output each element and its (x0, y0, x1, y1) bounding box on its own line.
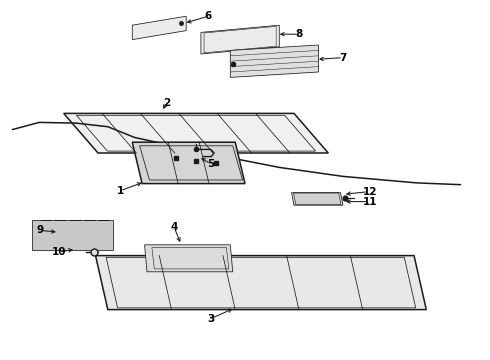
Text: 12: 12 (363, 186, 377, 197)
Polygon shape (96, 256, 426, 310)
Bar (74, 232, 87, 238)
Bar (92, 232, 105, 238)
Bar (92, 240, 105, 247)
Polygon shape (132, 16, 186, 40)
Bar (38, 232, 51, 238)
Text: 3: 3 (207, 314, 214, 324)
Bar (74, 223, 87, 229)
Text: 1: 1 (117, 186, 123, 196)
Bar (38, 240, 51, 247)
Text: 6: 6 (205, 11, 212, 21)
Polygon shape (32, 220, 113, 250)
Bar (92, 223, 105, 229)
Text: 4: 4 (170, 222, 178, 232)
Polygon shape (201, 25, 279, 54)
Text: 11: 11 (363, 197, 377, 207)
Text: 7: 7 (339, 53, 347, 63)
Bar (56, 232, 69, 238)
Text: 9: 9 (37, 225, 44, 235)
Polygon shape (292, 193, 343, 205)
Text: 5: 5 (207, 159, 214, 169)
Polygon shape (145, 245, 233, 272)
Bar (56, 240, 69, 247)
Polygon shape (132, 142, 245, 184)
Text: 10: 10 (51, 247, 66, 257)
Polygon shape (230, 45, 318, 77)
Text: 8: 8 (295, 29, 302, 39)
Bar (74, 240, 87, 247)
Bar (56, 223, 69, 229)
Bar (38, 223, 51, 229)
Text: 2: 2 (163, 98, 170, 108)
Polygon shape (64, 113, 328, 153)
